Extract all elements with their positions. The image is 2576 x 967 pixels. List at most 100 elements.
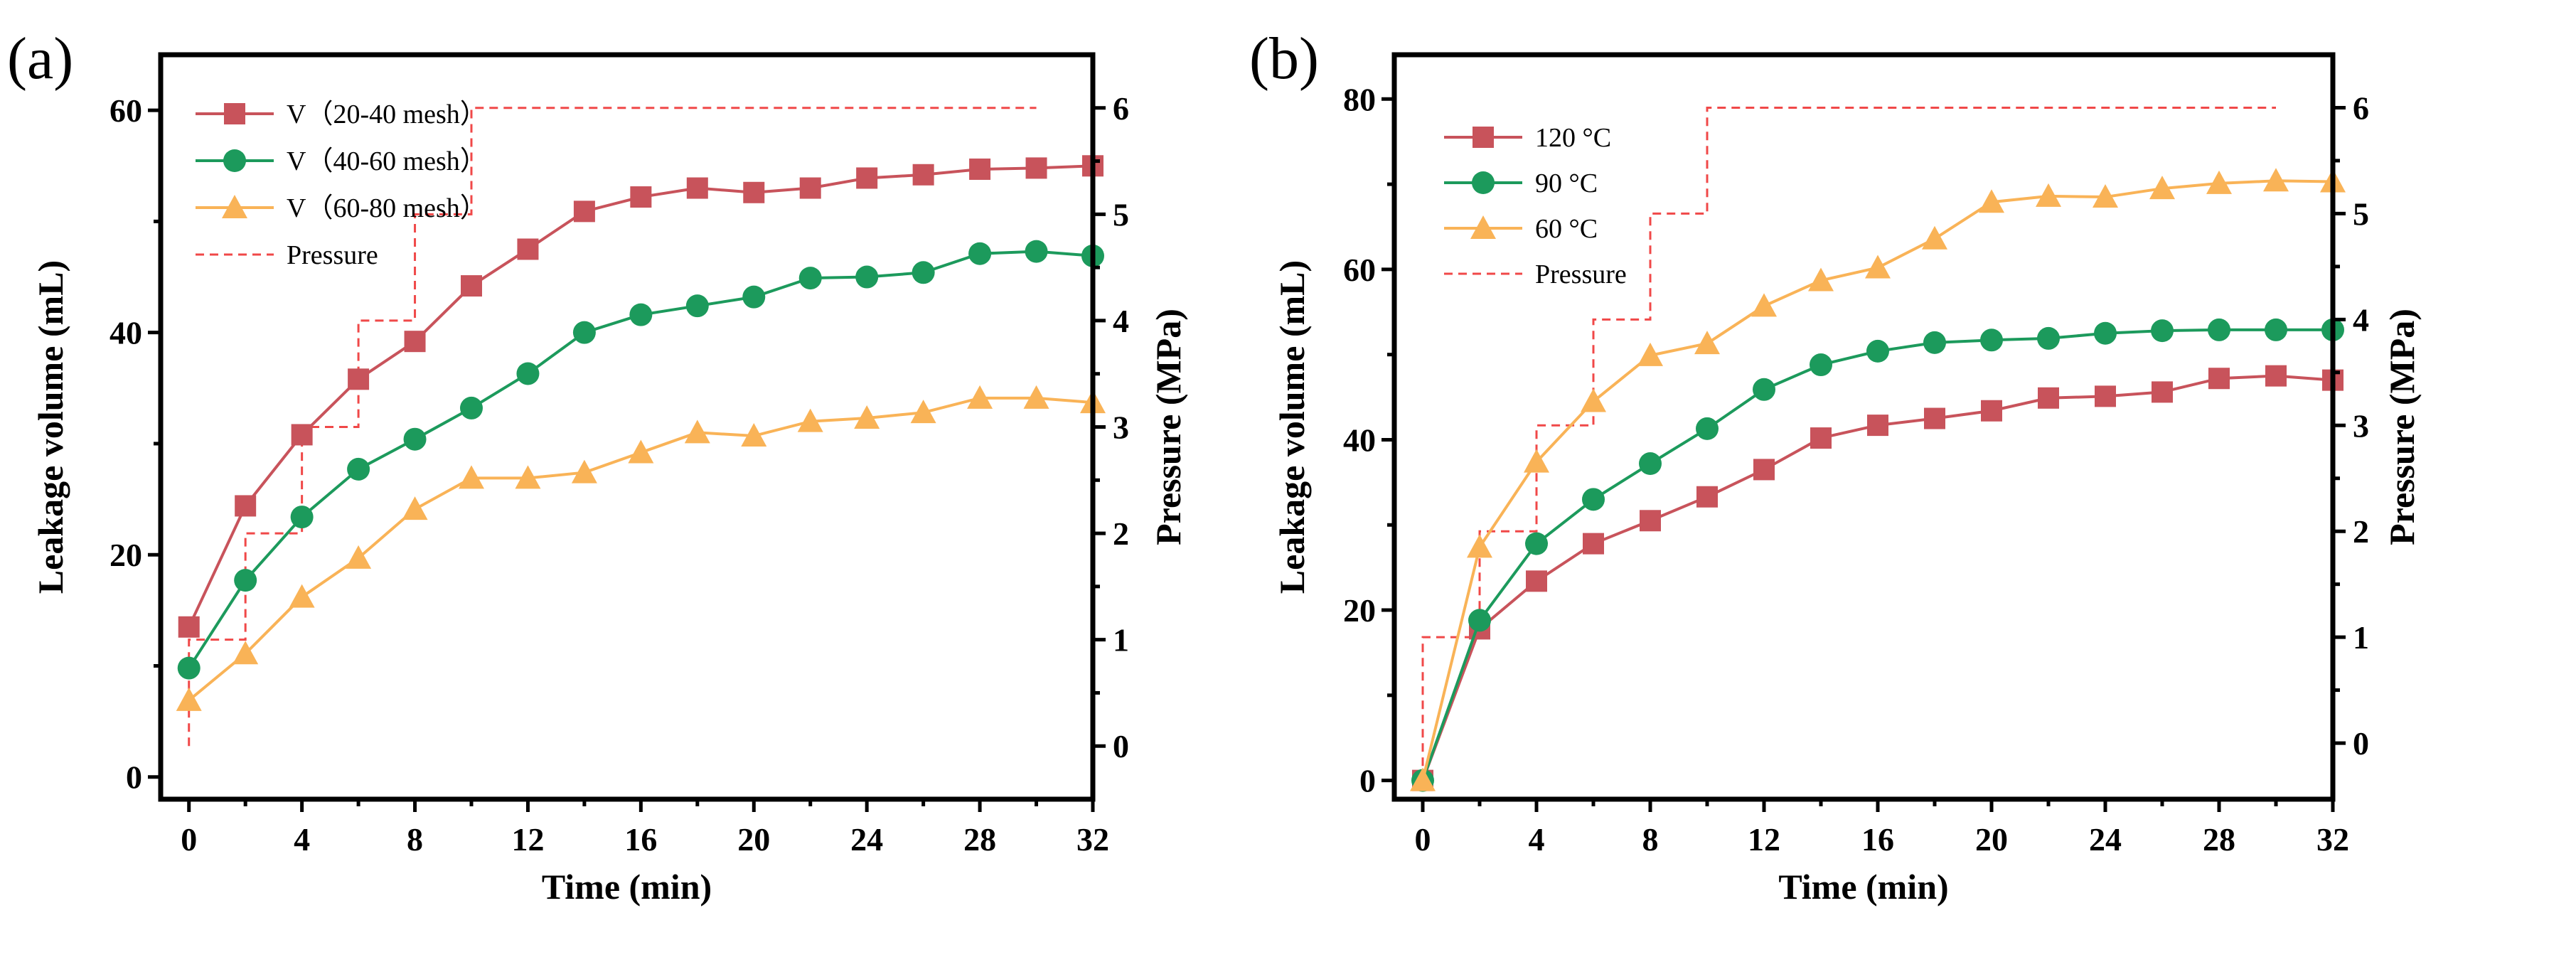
data-point (2038, 387, 2059, 409)
x-tick-label: 24 (2089, 821, 2122, 858)
data-point (516, 362, 540, 385)
data-point (2265, 365, 2287, 387)
data-point (2036, 183, 2061, 207)
data-point (2094, 321, 2117, 345)
data-point (684, 420, 710, 444)
y-tick-label: 40 (1343, 422, 1376, 458)
y2-axis-title: Pressure (MPa) (1148, 309, 1188, 545)
x-tick-label: 0 (1415, 821, 1431, 858)
data-point (2152, 381, 2173, 403)
data-point (2093, 184, 2118, 208)
data-point (628, 439, 654, 464)
data-point (1524, 449, 1549, 473)
data-point (685, 294, 709, 318)
y-tick-label: 0 (126, 759, 142, 796)
data-point (178, 616, 200, 638)
legend-marker-triangle (222, 195, 247, 218)
data-point (289, 584, 315, 608)
y2-tick-label: 1 (1113, 622, 1129, 658)
x-tick-label: 32 (1076, 821, 1109, 858)
y2-axis-title: Pressure (MPa) (2382, 309, 2422, 545)
data-point (1525, 532, 1548, 555)
x-tick-label: 16 (1861, 821, 1894, 858)
x-tick-label: 28 (2203, 821, 2235, 858)
series-line-0 (187, 164, 1094, 628)
data-point (856, 167, 878, 189)
y2-tick-label: 5 (1113, 196, 1129, 233)
y2-tick-label: 5 (2353, 196, 2369, 232)
data-point (1866, 339, 1889, 363)
data-point (1640, 510, 1661, 532)
y2-tick-label: 2 (1113, 515, 1129, 552)
y2-tick-label: 3 (2353, 407, 2369, 444)
x-tick-label: 8 (1642, 821, 1659, 858)
data-point (741, 423, 767, 447)
x-tick-label: 20 (1975, 821, 2008, 858)
data-point (1696, 417, 1719, 440)
data-point (1025, 157, 1047, 179)
y2-tick-label: 3 (1113, 410, 1129, 446)
y-tick-label: 40 (109, 315, 142, 351)
data-point (1582, 488, 1605, 511)
data-point (1696, 486, 1718, 508)
data-point (459, 465, 484, 489)
y2-tick-label: 1 (2353, 619, 2369, 656)
data-point (1980, 328, 2003, 352)
legend-marker-square (224, 103, 245, 124)
data-point (346, 545, 372, 569)
data-point (2206, 170, 2232, 194)
y2-tick-label: 4 (2353, 301, 2369, 338)
data-point (1810, 353, 1832, 377)
data-point (2208, 318, 2230, 341)
data-point (515, 465, 541, 489)
data-point (1753, 459, 1775, 481)
x-tick-label: 32 (2316, 821, 2349, 858)
legend: V（20-40 mesh） V（40-60 mesh） V（60-80 mesh） P… (196, 100, 487, 270)
data-point (743, 181, 765, 203)
data-point (1023, 385, 1049, 409)
data-point (460, 396, 483, 420)
y-tick-label: 20 (109, 537, 142, 573)
data-point (176, 687, 202, 711)
pressure-line (1421, 106, 2276, 781)
data-point (517, 238, 539, 260)
x-tick-label: 12 (511, 821, 544, 858)
legend-label: 90 °C (1535, 169, 1598, 198)
data-point (1810, 427, 1832, 449)
data-point (2151, 319, 2174, 343)
data-point (2265, 318, 2287, 341)
data-point (402, 496, 428, 520)
x-tick-label: 4 (1529, 821, 1545, 858)
data-point (347, 457, 370, 481)
data-point (1410, 767, 1436, 791)
data-point (2149, 176, 2175, 200)
data-point (234, 569, 257, 592)
data-point (1753, 378, 1775, 401)
y-tick-label: 80 (1343, 81, 1376, 117)
x-tick-label: 28 (963, 821, 996, 858)
data-point (1751, 293, 1777, 317)
data-point (1923, 331, 1946, 354)
x-tick-label: 8 (407, 821, 423, 858)
legend-label: Pressure (287, 240, 378, 270)
y2-tick-label: 6 (2353, 90, 2369, 126)
x-tick-label: 0 (181, 821, 197, 858)
panel-label-b: (b) (1249, 26, 1319, 92)
data-point (797, 408, 823, 432)
data-point (1867, 415, 1888, 437)
data-point (969, 158, 991, 180)
data-point (1808, 267, 1834, 292)
data-point (1981, 400, 2002, 422)
data-point (854, 405, 880, 429)
data-point (912, 261, 935, 284)
data-point (235, 495, 257, 517)
data-point (1468, 609, 1491, 632)
y2-tick-label: 0 (1113, 728, 1129, 764)
legend-label: V（20-40 mesh） (287, 100, 487, 129)
data-point (1922, 225, 1947, 250)
data-point (291, 424, 313, 446)
legend-marker-circle (223, 149, 246, 172)
legend-marker-circle (1472, 171, 1495, 194)
